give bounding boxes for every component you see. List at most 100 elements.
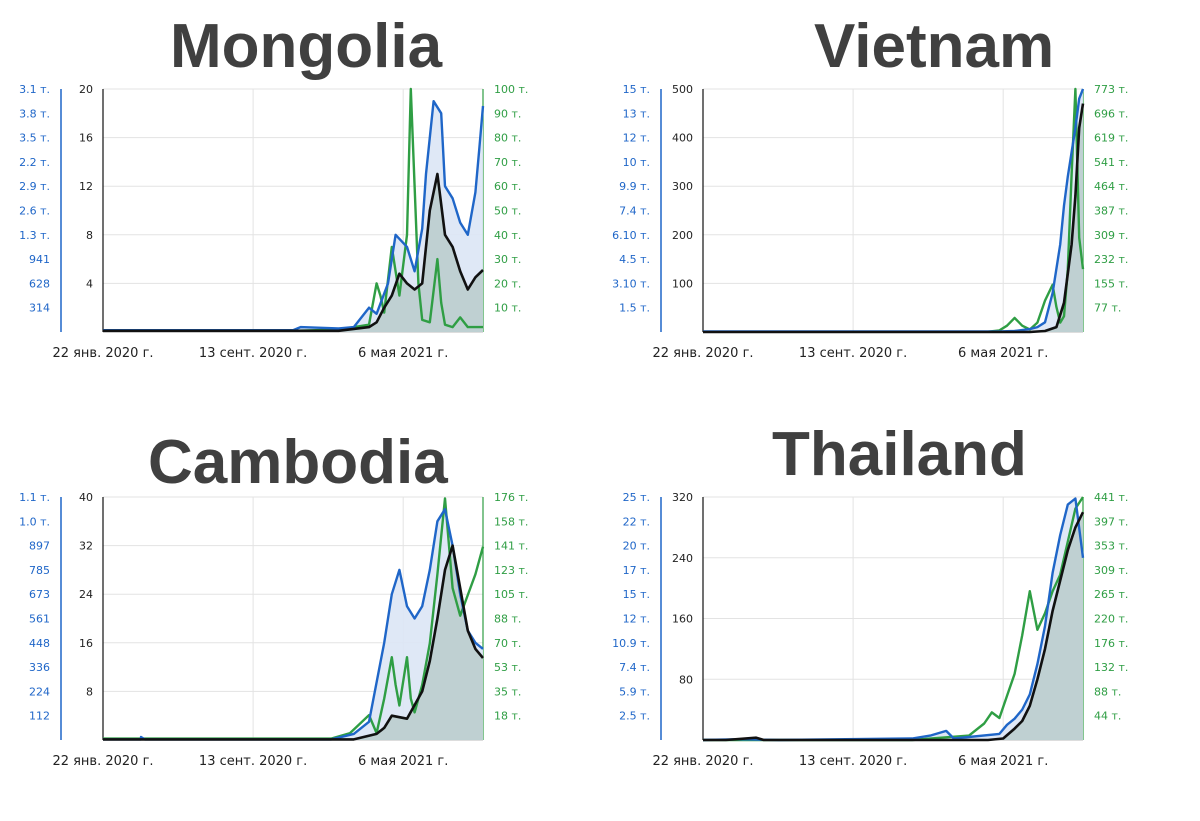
outer-tick-label: 314 (29, 302, 50, 315)
right-tick-label: 696 т. (1094, 107, 1128, 120)
outer-tick-label: 12 т. (623, 613, 650, 626)
right-tick-label: 30 т. (494, 253, 521, 266)
y-tick-label: 80 (679, 673, 693, 686)
deaths-line (103, 172, 484, 333)
x-tick-label: 13 сент. 2020 г. (799, 754, 907, 769)
outer-tick-label: 9.9 т. (619, 180, 650, 193)
cases-line (702, 497, 1085, 742)
outer-tick-label: 22 т. (623, 515, 650, 528)
x-tick-label: 13 сент. 2020 г. (199, 346, 307, 361)
outer-tick-label: 5.9 т. (619, 685, 650, 698)
outer-tick-label: 561 (29, 613, 50, 626)
outer-tick-label: 628 (29, 277, 50, 290)
deaths-area (103, 545, 483, 740)
right-tick-label: 10 т. (494, 302, 521, 315)
x-tick-label: 22 янв. 2020 г. (52, 754, 153, 769)
panel-title: Thailand (772, 420, 1027, 489)
tests-line (103, 87, 483, 332)
panel-vietnam: Vietnam 500 400 300 200 100 22 янв. 2020 г. 13… (600, 0, 1200, 408)
outer-tick-label: 3.1 т. (19, 83, 50, 96)
right-tick-label: 35 т. (494, 685, 521, 698)
right-tick-label: 77 т. (1094, 302, 1121, 315)
outer-tick-label: 4.5 т. (619, 253, 650, 266)
right-tick-label: 464 т. (1094, 180, 1128, 193)
right-tick-label: 60 т. (494, 180, 521, 193)
outer-tick-label: 25 т. (623, 491, 650, 504)
y-tick-label: 320 (672, 491, 693, 504)
y-tick-label: 160 (672, 613, 693, 626)
y-tick-label: 4 (86, 277, 93, 290)
outer-tick-label: 10.9 т. (612, 637, 650, 650)
x-tick-label: 22 янв. 2020 г. (652, 754, 753, 769)
right-tick-label: 88 т. (494, 613, 521, 626)
outer-tick-label: 1.3 т. (19, 229, 50, 242)
deaths-line (703, 511, 1085, 742)
line-chart: 20 16 12 8 4 22 янв. 2020 г. 13 сент. 2020 г. 6… (19, 83, 528, 361)
x-tick-label: 6 мая 2021 г. (358, 754, 448, 769)
y-tick-label: 16 (79, 132, 93, 145)
outer-tick-label: 2.5 т. (619, 710, 650, 723)
outer-tick-label: 673 (29, 588, 50, 601)
y-tick-label: 24 (79, 588, 93, 601)
panel-mongolia: Mongolia 20 16 12 8 4 22 янв. 2020 г. 13 сент.… (0, 0, 600, 408)
deaths-area (703, 512, 1083, 740)
y-tick-label: 400 (672, 132, 693, 145)
right-tick-label: 232 т. (1094, 253, 1128, 266)
right-tick-label: 88 т. (1094, 685, 1121, 698)
cases-line (103, 100, 485, 332)
outer-tick-label: 941 (29, 253, 50, 266)
outer-tick-label: 448 (29, 637, 50, 650)
outer-tick-label: 20 т. (623, 540, 650, 553)
y-tick-label: 20 (79, 83, 93, 96)
x-tick-label: 6 мая 2021 г. (358, 346, 448, 361)
deaths-area (103, 174, 483, 332)
outer-tick-label: 15 т. (623, 83, 650, 96)
deaths-line (103, 544, 484, 741)
outer-tick-label: 336 (29, 661, 50, 674)
outer-tick-label: 2.9 т. (19, 180, 50, 193)
tests-line (703, 496, 1085, 742)
outer-tick-label: 1.0 т. (19, 515, 50, 528)
outer-tick-label: 10 т. (623, 156, 650, 169)
outer-tick-label: 2.6 т. (19, 205, 50, 218)
y-tick-label: 200 (672, 229, 693, 242)
y-tick-label: 8 (86, 229, 93, 242)
right-tick-label: 70 т. (494, 156, 521, 169)
right-tick-label: 397 т. (1094, 515, 1128, 528)
panel-thailand: Thailand 320 240 160 80 22 янв. 2020 г. 13 се… (600, 408, 1200, 816)
right-tick-label: 105 т. (494, 588, 528, 601)
outer-tick-label: 7.4 т. (619, 205, 650, 218)
y-tick-label: 12 (79, 180, 93, 193)
right-tick-label: 220 т. (1094, 613, 1128, 626)
x-tick-label: 13 сент. 2020 г. (799, 346, 907, 361)
line-chart: 500 400 300 200 100 22 янв. 2020 г. 13 сент. 2… (612, 83, 1128, 361)
outer-tick-label: 897 (29, 540, 50, 553)
right-tick-label: 44 т. (1094, 710, 1121, 723)
right-tick-label: 265 т. (1094, 588, 1128, 601)
right-tick-label: 773 т. (1094, 83, 1128, 96)
right-tick-label: 50 т. (494, 205, 521, 218)
outer-tick-label: 785 (29, 564, 50, 577)
outer-tick-label: 3.5 т. (19, 132, 50, 145)
tests-line (103, 497, 485, 740)
right-tick-label: 619 т. (1094, 132, 1128, 145)
panel-title: Cambodia (148, 428, 448, 497)
right-tick-label: 100 т. (494, 83, 528, 96)
outer-tick-label: 112 (29, 710, 50, 723)
y-tick-label: 32 (79, 540, 93, 553)
right-tick-label: 90 т. (494, 107, 521, 120)
x-tick-label: 6 мая 2021 г. (958, 346, 1048, 361)
x-tick-label: 22 янв. 2020 г. (52, 346, 153, 361)
outer-tick-label: 13 т. (623, 107, 650, 120)
y-tick-label: 300 (672, 180, 693, 193)
y-tick-label: 16 (79, 637, 93, 650)
panel-title: Mongolia (170, 12, 443, 81)
y-tick-label: 240 (672, 552, 693, 565)
outer-tick-label: 17 т. (623, 564, 650, 577)
right-tick-label: 158 т. (494, 515, 528, 528)
right-tick-label: 353 т. (1094, 540, 1128, 553)
right-tick-label: 541 т. (1094, 156, 1128, 169)
outer-tick-label: 2.2 т. (19, 156, 50, 169)
outer-tick-label: 7.4 т. (619, 661, 650, 674)
